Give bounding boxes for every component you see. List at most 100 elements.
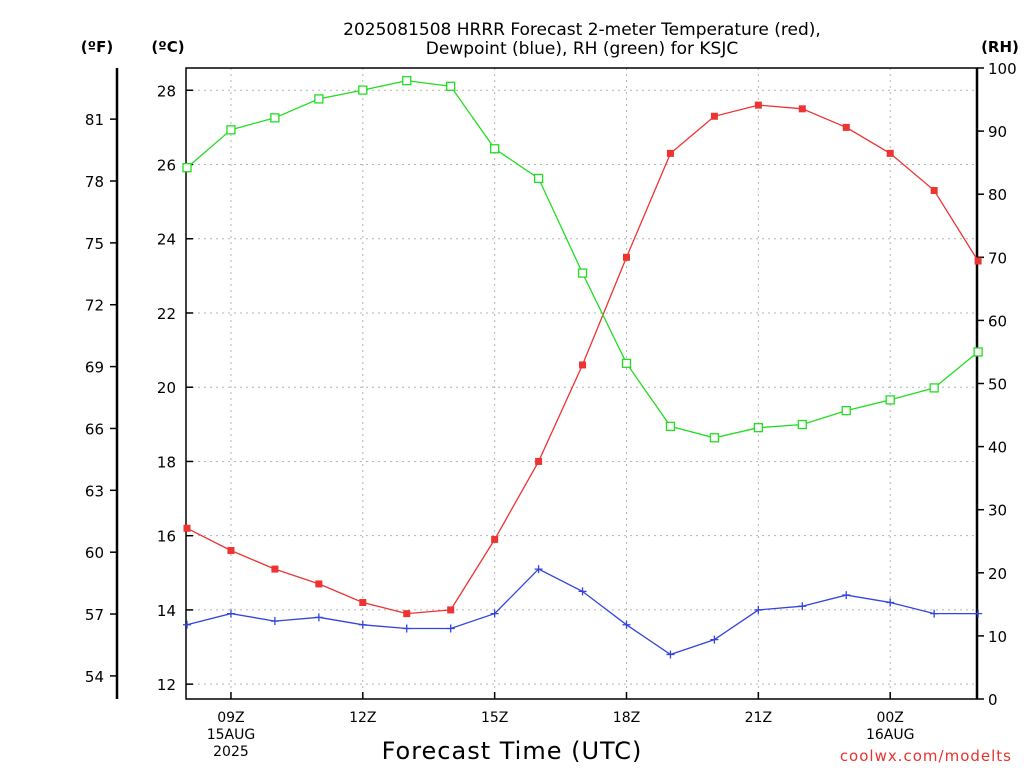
fahrenheit-tick-label: 69 <box>85 359 104 377</box>
rh-unit-label: (RH) <box>981 38 1019 56</box>
data-point-dewpoint <box>226 609 235 618</box>
data-point-dewpoint <box>842 591 851 600</box>
celsius-tick-label: 16 <box>157 528 176 546</box>
data-point-rh <box>709 433 720 443</box>
x-tick-label: 16AUG <box>866 727 915 743</box>
data-point-temperature <box>535 457 543 465</box>
data-point-dewpoint <box>710 635 719 644</box>
data-point-temperature <box>359 598 367 606</box>
data-point-rh <box>929 383 939 393</box>
rh-tick-label: 80 <box>988 186 1007 204</box>
data-point-dewpoint <box>666 650 675 659</box>
data-point-dewpoint <box>314 613 323 622</box>
data-point-rh <box>182 163 192 173</box>
fahrenheit-tick-label: 60 <box>85 544 104 562</box>
data-point-rh <box>973 347 983 357</box>
data-series <box>182 75 983 659</box>
fahrenheit-tick-label: 54 <box>85 668 104 686</box>
rh-tick-label: 30 <box>988 502 1007 520</box>
title-line-1: 2025081508 HRRR Forecast 2-meter Tempera… <box>343 20 821 40</box>
celsius-tick-label: 12 <box>157 676 176 694</box>
fahrenheit-tick-label: 57 <box>85 606 104 624</box>
data-point-rh <box>533 173 544 184</box>
data-point-rh <box>885 395 895 405</box>
data-point-temperature <box>491 535 499 543</box>
data-point-temperature <box>271 565 279 573</box>
data-point-temperature <box>403 610 411 618</box>
data-point-rh <box>402 75 412 86</box>
data-point-temperature <box>754 101 762 109</box>
title-line-2: Dewpoint (blue), RH (green) for KSJC <box>426 39 738 59</box>
rh-tick-label: 20 <box>988 565 1007 583</box>
data-point-dewpoint <box>183 620 191 629</box>
rh-tick-label: 90 <box>988 123 1007 141</box>
data-point-rh <box>841 405 851 416</box>
data-point-rh <box>797 419 807 430</box>
data-point-dewpoint <box>754 605 763 614</box>
data-point-rh <box>314 94 324 104</box>
x-tick-label: 09Z <box>217 710 244 726</box>
fahrenheit-unit-label: (ºF) <box>81 38 113 56</box>
data-point-temperature <box>623 253 630 261</box>
data-point-temperature <box>886 149 894 157</box>
credit-text: coolwx.com/modelts <box>840 747 1012 765</box>
x-tick-label: 2025 <box>213 744 249 760</box>
data-point-dewpoint <box>534 565 543 574</box>
series-line-temperature <box>186 104 979 615</box>
rh-tick-label: 70 <box>988 249 1007 267</box>
rh-tick-label: 60 <box>988 312 1007 330</box>
data-point-rh <box>446 81 456 91</box>
data-point-temperature <box>315 580 323 588</box>
axes <box>115 67 979 700</box>
fahrenheit-tick-label: 78 <box>85 173 104 191</box>
x-tick-label: 15AUG <box>207 727 256 743</box>
data-point-temperature <box>710 112 718 120</box>
rh-tick-label: 50 <box>988 376 1007 394</box>
data-point-rh <box>270 113 280 123</box>
data-point-dewpoint <box>622 620 631 629</box>
data-point-rh <box>226 125 236 135</box>
data-point-temperature <box>974 257 982 265</box>
rh-tick-label: 40 <box>988 439 1007 457</box>
data-point-dewpoint <box>270 617 279 626</box>
data-point-dewpoint <box>578 587 587 596</box>
rh-tick-label: 0 <box>988 691 998 709</box>
data-point-dewpoint <box>886 598 895 607</box>
data-point-dewpoint <box>490 609 499 618</box>
grid-lines <box>186 68 977 699</box>
fahrenheit-tick-label: 66 <box>85 420 104 438</box>
celsius-tick-label: 14 <box>157 602 176 620</box>
x-tick-label: 21Z <box>745 710 772 726</box>
data-point-rh <box>358 85 368 95</box>
series-line-rh <box>186 79 979 439</box>
celsius-tick-label: 28 <box>157 82 176 100</box>
fahrenheit-tick-label: 72 <box>85 297 104 315</box>
rh-tick-label: 10 <box>988 628 1007 646</box>
data-point-rh <box>489 144 500 154</box>
fahrenheit-tick-label: 75 <box>85 235 104 253</box>
fahrenheit-tick-label: 63 <box>85 482 104 500</box>
data-point-temperature <box>798 105 806 113</box>
celsius-tick-label: 18 <box>157 453 176 471</box>
celsius-unit-label: (ºC) <box>151 38 184 56</box>
celsius-tick-label: 24 <box>157 231 176 249</box>
data-point-temperature <box>666 149 674 157</box>
data-point-temperature <box>447 606 455 614</box>
series-line-dewpoint <box>186 568 979 656</box>
fahrenheit-tick-label: 81 <box>85 111 104 129</box>
tick-labels: 12 14 16 18 20 22 24 26 28 54 57 60 63 66 69 72 75 78 81 0 1… <box>85 60 1017 760</box>
data-point-dewpoint <box>358 620 367 629</box>
data-point-temperature <box>930 186 938 194</box>
x-tick-label: 18Z <box>613 710 640 726</box>
data-point-rh <box>577 268 588 278</box>
data-point-dewpoint <box>446 624 455 633</box>
x-tick-label: 00Z <box>876 710 903 726</box>
x-tick-label: 12Z <box>349 710 376 726</box>
plot-frame <box>185 67 978 700</box>
x-tick-label: 15Z <box>481 710 508 726</box>
data-point-dewpoint <box>974 609 983 618</box>
data-point-dewpoint <box>930 609 939 618</box>
data-point-temperature <box>842 123 850 131</box>
data-point-rh <box>753 423 763 433</box>
